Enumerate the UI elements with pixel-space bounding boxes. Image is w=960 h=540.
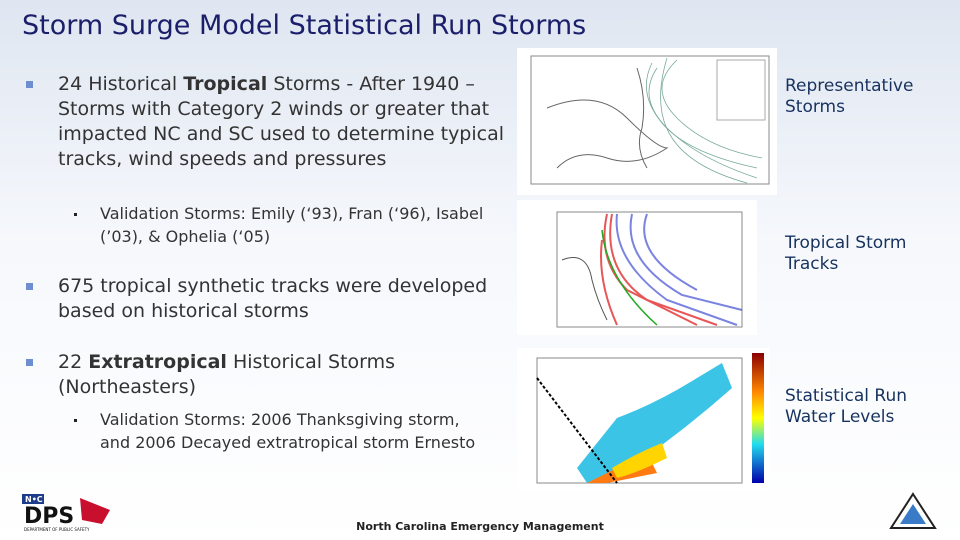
text: 24 Historical [58, 73, 184, 95]
bullet: 22 Extratropical Historical Storms (Nort… [26, 350, 508, 400]
bullet: 24 Historical Tropical Storms - After 19… [26, 72, 508, 172]
slide-title: Storm Surge Model Statistical Run Storms [22, 10, 587, 41]
storm-map [517, 48, 777, 195]
logo-tagline: DEPARTMENT OF PUBLIC SAFETY [24, 527, 90, 532]
footer-organization: North Carolina Emergency Management [356, 520, 604, 533]
text: Extratropical [88, 351, 227, 373]
sub-bullet: Validation Storms: Emily (‘93), Fran (‘9… [74, 202, 490, 248]
ncem-logo [889, 492, 937, 529]
sub-bullet: Validation Storms: 2006 Thanksgiving sto… [74, 408, 490, 454]
image-caption: Representative Storms [785, 76, 914, 117]
bullet: 675 tropical synthetic tracks were devel… [26, 274, 508, 324]
text: Storms - After 1940 – Storms with Catego… [58, 73, 505, 170]
logo-badge: N•C [25, 495, 43, 504]
text: Historical Storms (Northeasters) [58, 351, 396, 398]
text: 22 [58, 351, 89, 373]
logo-name: DPS [24, 504, 74, 529]
water-level-map [517, 348, 770, 492]
image-caption: Statistical Run Water Levels [785, 386, 907, 427]
image-caption: Tropical Storm Tracks [785, 233, 907, 274]
text: Tropical [183, 73, 268, 95]
dps-logo: N•C DPS DEPARTMENT OF PUBLIC SAFETY [22, 494, 110, 532]
track-plot [517, 200, 757, 335]
text: 675 tropical synthetic tracks were devel… [58, 275, 488, 322]
